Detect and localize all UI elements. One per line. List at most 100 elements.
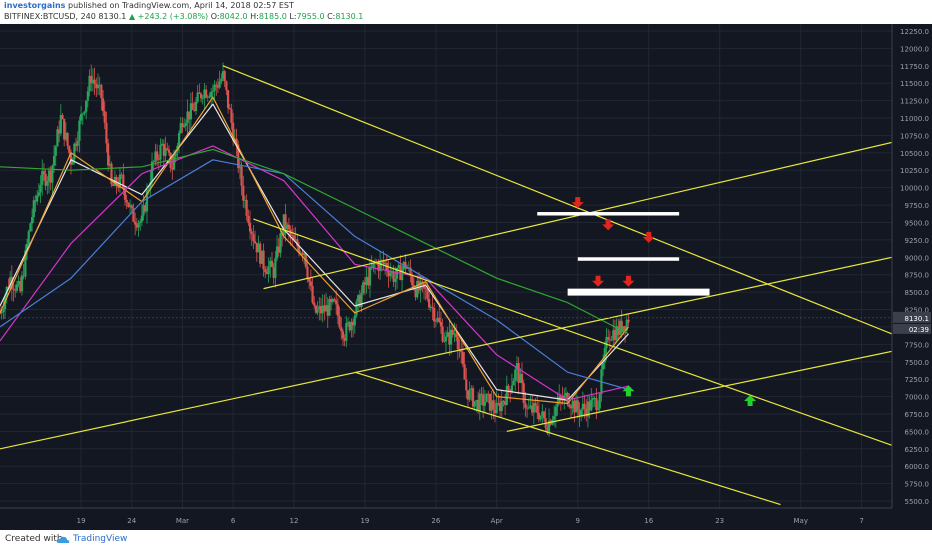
arrow-up-icon bbox=[622, 385, 635, 397]
candle-body bbox=[171, 167, 174, 170]
candle-body bbox=[482, 394, 485, 406]
moving-averages bbox=[0, 96, 629, 405]
last-price-tag-label: 8130.1 bbox=[905, 315, 930, 323]
trendline bbox=[222, 65, 893, 335]
candle-body bbox=[41, 171, 44, 185]
candle-body bbox=[411, 275, 414, 286]
candle-body bbox=[313, 302, 316, 306]
candle-body bbox=[198, 92, 201, 94]
candle-body bbox=[63, 118, 66, 140]
candle-body bbox=[605, 337, 608, 349]
candle-body bbox=[237, 144, 240, 169]
time-tick-label: 19 bbox=[360, 517, 369, 525]
change-value: +243.2 (+3.08%) bbox=[137, 12, 209, 21]
candle-body bbox=[36, 195, 39, 202]
candle-body bbox=[608, 339, 611, 341]
candle-body bbox=[333, 299, 336, 301]
candle-body bbox=[338, 315, 341, 328]
candle-body bbox=[434, 321, 437, 322]
candle-body bbox=[306, 266, 309, 279]
candle-body bbox=[194, 101, 198, 112]
candle-body bbox=[350, 321, 353, 331]
author-name[interactable]: investorgains bbox=[4, 1, 66, 10]
candle-body bbox=[429, 307, 432, 308]
zones[interactable] bbox=[537, 212, 710, 296]
candle-body bbox=[419, 281, 422, 291]
brand-text[interactable]: TradingView bbox=[73, 534, 128, 544]
candle-body bbox=[532, 403, 535, 413]
candle-body bbox=[71, 159, 74, 165]
candle-body bbox=[132, 208, 135, 222]
candle-body bbox=[128, 205, 132, 207]
candle-body bbox=[206, 96, 209, 98]
price-tick-label: 12000.0 bbox=[900, 45, 929, 53]
arrows[interactable] bbox=[571, 197, 757, 406]
candle-body bbox=[272, 267, 275, 278]
chart-area[interactable]: 5500.0 5750.0 6000.0 6250.0 6500.0 6750.0 7000… bbox=[0, 24, 932, 530]
trendline bbox=[506, 350, 893, 432]
candle-body bbox=[404, 261, 407, 269]
price-axis-panel bbox=[892, 24, 932, 530]
candle-body bbox=[150, 161, 154, 183]
candle-body bbox=[416, 280, 419, 298]
candle-body bbox=[267, 266, 270, 274]
candle-body bbox=[546, 427, 549, 434]
candle-body bbox=[389, 272, 392, 277]
candle-body bbox=[108, 163, 111, 166]
candle-body bbox=[201, 98, 204, 99]
candle-body bbox=[502, 400, 505, 402]
candle-body bbox=[54, 146, 57, 156]
candle-body bbox=[483, 401, 486, 406]
candle-body bbox=[392, 271, 395, 282]
publish-line: investorgains published on TradingView.c… bbox=[4, 1, 294, 10]
price-tick-label: 11500.0 bbox=[900, 80, 929, 88]
candle-body bbox=[172, 156, 176, 170]
candle-body bbox=[248, 222, 252, 232]
candle-body bbox=[27, 231, 30, 244]
candle-body bbox=[456, 336, 459, 350]
candle-body bbox=[291, 235, 294, 237]
candle-body bbox=[245, 199, 248, 216]
trendlines[interactable] bbox=[0, 65, 893, 506]
candle-body bbox=[493, 409, 497, 414]
price-chart[interactable]: 5500.0 5750.0 6000.0 6250.0 6500.0 6750.0 7000… bbox=[0, 24, 932, 530]
candle-body bbox=[64, 132, 67, 140]
candle-body bbox=[417, 280, 421, 291]
candle-body bbox=[323, 305, 326, 312]
countdown-tag bbox=[893, 323, 931, 334]
candle-body bbox=[74, 143, 78, 146]
candle-body bbox=[208, 96, 211, 98]
price-tick-label: 12250.0 bbox=[900, 28, 929, 36]
candle-body bbox=[353, 315, 356, 326]
candle-body bbox=[177, 133, 181, 146]
price-tick-label: 8250.0 bbox=[905, 307, 930, 315]
candle-body bbox=[179, 123, 182, 134]
time-tick-label: 26 bbox=[431, 517, 440, 525]
candle-body bbox=[569, 407, 573, 409]
candle-body bbox=[595, 397, 598, 410]
chart-header: investorgains published on TradingView.c… bbox=[0, 0, 932, 24]
candle-body bbox=[534, 403, 537, 406]
candle-body bbox=[117, 186, 120, 188]
price-tick-label: 5750.0 bbox=[905, 481, 930, 489]
candle-body bbox=[130, 205, 133, 209]
candle-body bbox=[625, 319, 628, 331]
candle-body bbox=[473, 401, 476, 407]
candle-body bbox=[309, 281, 312, 286]
candle-body bbox=[166, 148, 169, 150]
candle-body bbox=[29, 223, 32, 232]
candle-body bbox=[451, 329, 454, 335]
candle-body bbox=[247, 215, 250, 223]
candle-body bbox=[301, 252, 304, 256]
candle-body bbox=[162, 143, 165, 156]
candle-body bbox=[365, 276, 368, 285]
price-tick-label: 9750.0 bbox=[905, 202, 930, 210]
candle-body bbox=[257, 243, 260, 253]
axes: 5500.0 5750.0 6000.0 6250.0 6500.0 6750.0 7000… bbox=[0, 24, 932, 530]
arrow-down-icon bbox=[592, 275, 605, 287]
candle-body bbox=[394, 278, 397, 282]
candle-body bbox=[223, 71, 226, 82]
candle-body bbox=[379, 260, 382, 271]
candle-body bbox=[328, 299, 331, 316]
candle-body bbox=[554, 406, 557, 417]
